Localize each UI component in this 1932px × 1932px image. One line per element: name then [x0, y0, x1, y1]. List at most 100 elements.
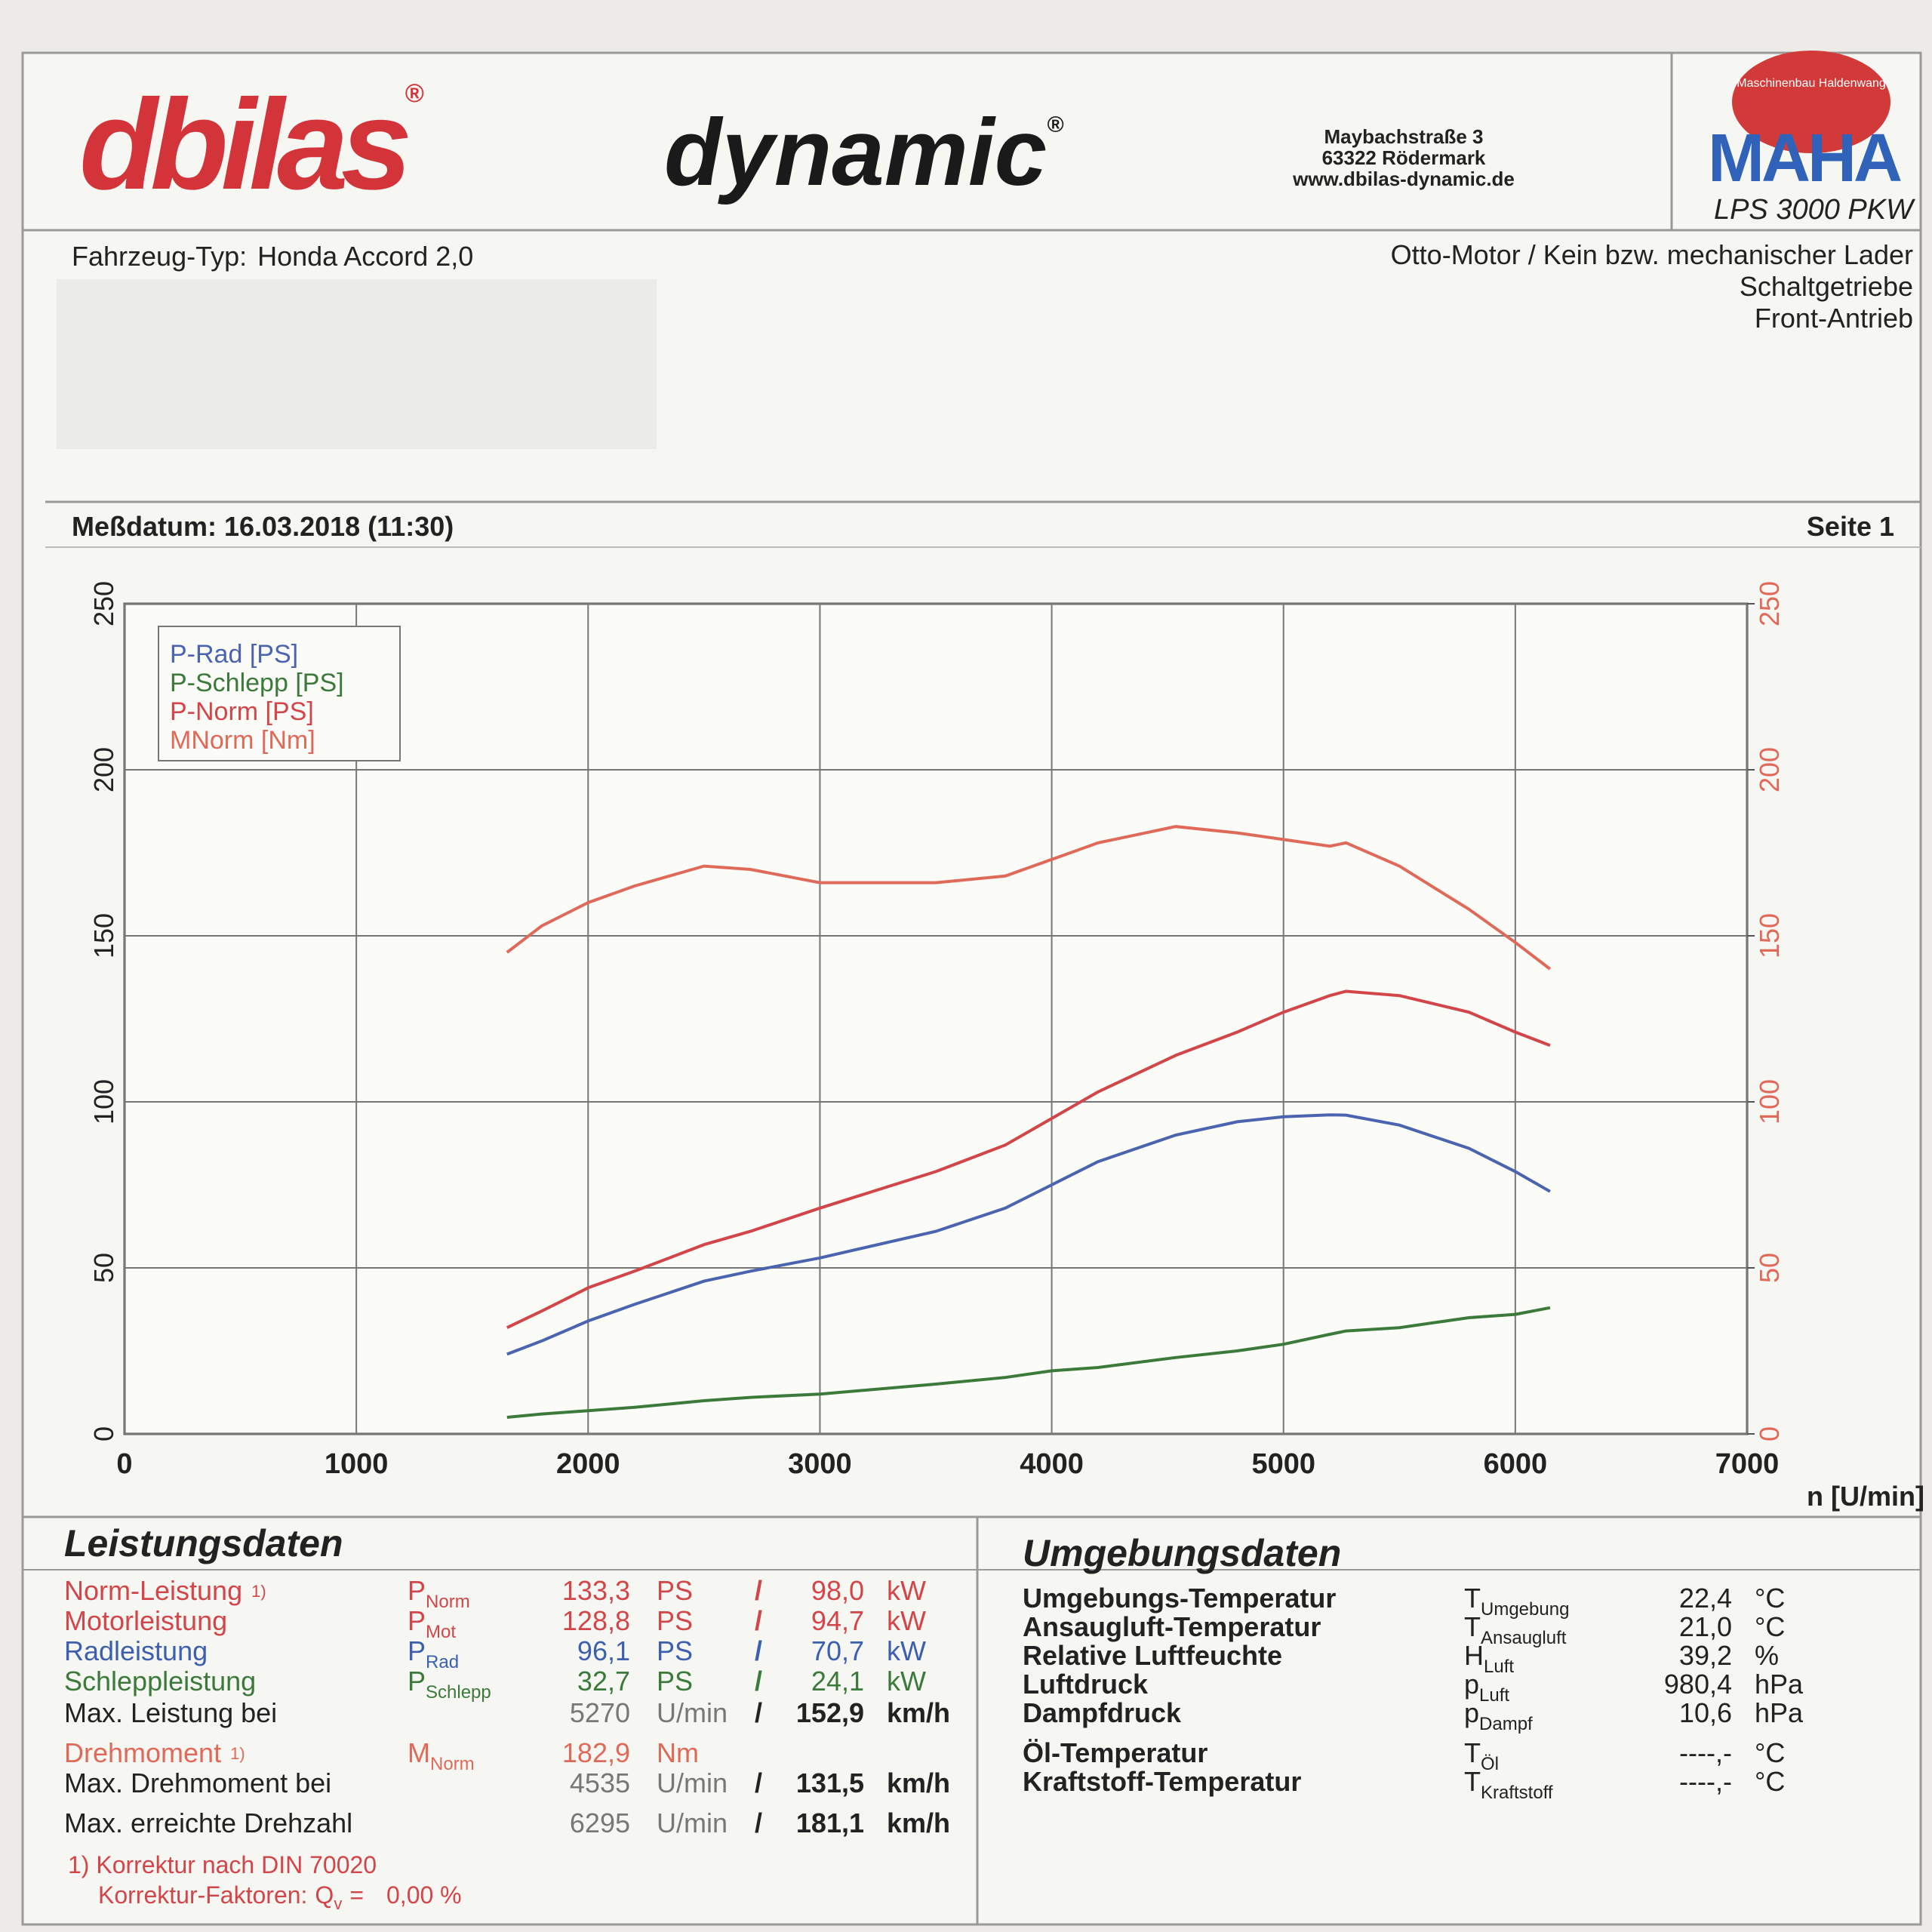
- value: ----,-: [1679, 1737, 1732, 1768]
- symbol: TUmgebung: [1464, 1583, 1569, 1620]
- separator: /: [755, 1666, 762, 1697]
- logo-ring: Maschinenbau Haldenwang: [1737, 77, 1885, 90]
- vehicle-label: Fahrzeug-Typ:: [72, 241, 247, 272]
- model: LPS 3000 PKW: [1714, 194, 1915, 226]
- legend-entry: P-Rad [PS]: [170, 640, 298, 669]
- legend-box: [158, 626, 401, 761]
- symbol-main: T: [1464, 1611, 1481, 1642]
- footnote-ref: 1): [230, 1744, 245, 1763]
- symbol-main: P: [408, 1635, 426, 1666]
- series-line: [506, 1113, 1551, 1356]
- unit: °C: [1755, 1737, 1785, 1768]
- row-label: Radleistung: [64, 1635, 208, 1666]
- correction-factor: Korrektur-Faktoren: Qv = 0,00 %: [98, 1881, 462, 1913]
- factor-value: 0,00 %: [386, 1881, 462, 1909]
- label-text: Drehmoment: [64, 1737, 221, 1768]
- symbol-main: p: [1464, 1697, 1479, 1728]
- series-line: [506, 989, 1551, 1330]
- vehicle-value: Honda Accord 2,0: [257, 241, 473, 272]
- row-label: Motorleistung: [64, 1605, 227, 1636]
- symbol-sub: Rad: [426, 1652, 459, 1672]
- unit: %: [1755, 1640, 1779, 1671]
- vehicle-spec: Front-Antrieb: [1755, 303, 1913, 334]
- row-label: Ansaugluft-Temperatur: [1023, 1611, 1321, 1642]
- x-tick-label: 3000: [788, 1448, 852, 1480]
- symbol-sub: Öl: [1481, 1754, 1499, 1774]
- y-tick-label: 50: [88, 1253, 119, 1283]
- row-label: Schleppleistung: [64, 1666, 256, 1697]
- symbol-sub: Dampf: [1479, 1714, 1533, 1734]
- value: 32,7: [577, 1666, 630, 1697]
- symbol-sub: Schlepp: [426, 1682, 491, 1703]
- row-label: Norm-Leistung 1): [64, 1575, 266, 1606]
- unit2: km/h: [887, 1807, 950, 1838]
- footnote-ref: 1): [251, 1582, 266, 1601]
- x-tick-label: 5000: [1251, 1448, 1315, 1480]
- separator: /: [755, 1697, 762, 1728]
- logo: MAHA: [1708, 121, 1901, 196]
- symbol-sub: Kraftstoff: [1481, 1783, 1553, 1803]
- row-label: Kraftstoff-Temperatur: [1023, 1766, 1301, 1797]
- label-text: Max. Leistung bei: [64, 1697, 277, 1728]
- x-tick-label: 1000: [325, 1448, 389, 1480]
- symbol: HLuft: [1464, 1640, 1514, 1677]
- symbol-sub: Umgebung: [1481, 1599, 1569, 1620]
- value: 4535: [570, 1767, 630, 1798]
- vehicle-spec: Schaltgetriebe: [1740, 271, 1913, 302]
- unit: hPa: [1755, 1697, 1804, 1728]
- value2: 98,0: [811, 1575, 864, 1606]
- x-axis-label: n [U/min]: [1807, 1481, 1924, 1512]
- y-tick-label: 200: [88, 747, 119, 792]
- unit: Nm: [657, 1737, 699, 1768]
- section-title: Umgebungsdaten: [1023, 1532, 1341, 1574]
- value: 980,4: [1664, 1669, 1732, 1700]
- unit: PS: [657, 1575, 693, 1606]
- value: 6295: [570, 1807, 630, 1838]
- symbol: TÖl: [1464, 1737, 1499, 1774]
- unit: °C: [1755, 1611, 1785, 1642]
- series-line: [506, 825, 1552, 971]
- y-tick-label: 250: [88, 581, 119, 626]
- footnote: 1) Korrektur nach DIN 70020: [68, 1851, 377, 1878]
- y2-tick-label: 100: [1754, 1079, 1785, 1124]
- logo-badge: [1732, 51, 1890, 153]
- unit: U/min: [657, 1697, 728, 1728]
- unit2: kW: [887, 1575, 926, 1606]
- symbol: MNorm: [408, 1737, 475, 1774]
- unit: °C: [1755, 1583, 1785, 1614]
- unit2: km/h: [887, 1767, 950, 1798]
- row-label: Öl-Temperatur: [1023, 1737, 1208, 1768]
- row-label: Max. Drehmoment bei: [64, 1767, 331, 1798]
- unit: PS: [657, 1635, 693, 1666]
- x-tick-label: 0: [116, 1448, 132, 1480]
- symbol-main: T: [1464, 1583, 1481, 1614]
- product-name: dynamic: [664, 100, 1047, 205]
- unit2: km/h: [887, 1697, 950, 1728]
- row-label: Drehmoment 1): [64, 1737, 245, 1768]
- row-label: Dampfdruck: [1023, 1697, 1182, 1728]
- separator: /: [755, 1575, 762, 1606]
- y2-tick-label: 250: [1754, 581, 1785, 626]
- symbol-main: P: [408, 1666, 426, 1697]
- x-tick-label: 6000: [1484, 1448, 1548, 1480]
- symbol: pDampf: [1464, 1697, 1533, 1734]
- legend-entry: P-Norm [PS]: [170, 697, 314, 726]
- y-tick-label: 150: [88, 913, 119, 958]
- value2: 94,7: [811, 1605, 864, 1636]
- x-tick-label: 4000: [1020, 1448, 1084, 1480]
- section-title: Leistungsdaten: [64, 1522, 343, 1564]
- factor-symbol: Q: [315, 1881, 334, 1909]
- value2: 152,9: [796, 1697, 864, 1728]
- unit2: kW: [887, 1666, 926, 1697]
- address-line: 63322 Rödermark: [1322, 146, 1486, 169]
- value2: 70,7: [811, 1635, 864, 1666]
- symbol-sub: Norm: [426, 1592, 470, 1612]
- value2: 181,1: [796, 1807, 864, 1838]
- vehicle-type: Fahrzeug-Typ: Honda Accord 2,0: [72, 241, 473, 272]
- vehicle-spec: Otto-Motor / Kein bzw. mechanischer Lade…: [1391, 239, 1913, 270]
- factor-eq: =: [349, 1881, 364, 1909]
- symbol-sub: Mot: [426, 1622, 456, 1642]
- unit: hPa: [1755, 1669, 1804, 1700]
- unit2: kW: [887, 1605, 926, 1636]
- value: 128,8: [562, 1605, 630, 1636]
